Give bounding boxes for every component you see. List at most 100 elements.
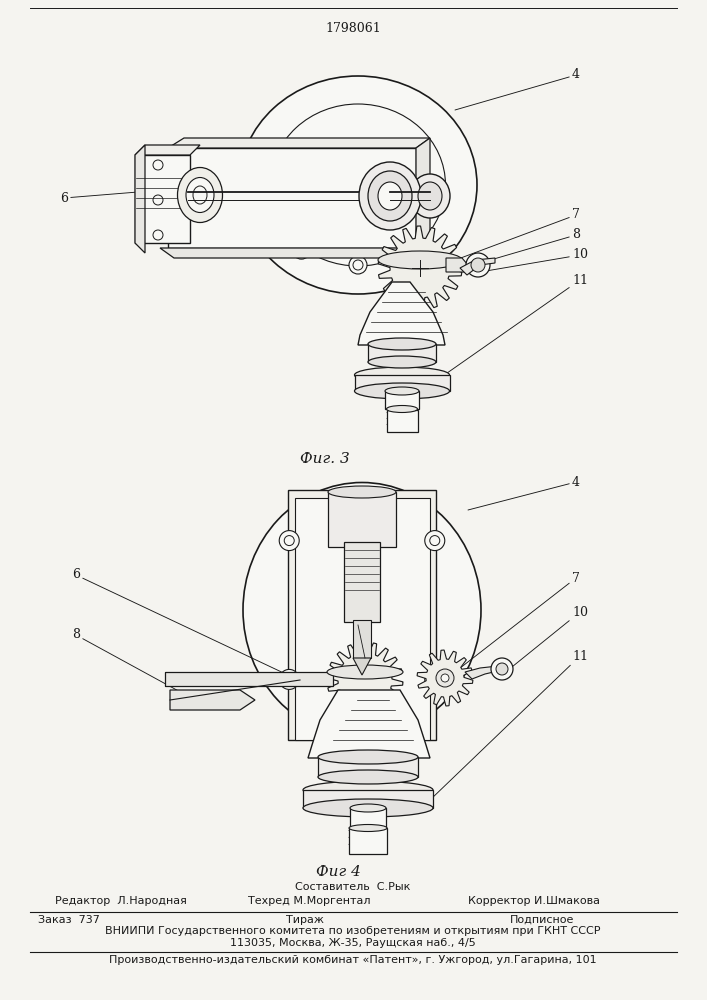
Text: Производственно-издательский комбинат «Патент», г. Ужгород, ул.Гагарина, 101: Производственно-издательский комбинат «П… [109, 955, 597, 965]
Text: Подписное: Подписное [510, 915, 574, 925]
Text: 7: 7 [450, 209, 580, 262]
Bar [355, 375, 450, 391]
Ellipse shape [387, 406, 418, 412]
Bar [295, 498, 430, 740]
Circle shape [284, 536, 294, 546]
Text: 6: 6 [60, 192, 138, 205]
Polygon shape [358, 282, 445, 345]
Circle shape [293, 241, 310, 259]
Ellipse shape [303, 781, 433, 799]
Circle shape [296, 245, 306, 255]
Text: 10: 10 [502, 605, 588, 675]
Ellipse shape [354, 383, 450, 399]
Text: 6: 6 [72, 568, 290, 676]
Ellipse shape [410, 174, 450, 218]
Ellipse shape [327, 665, 403, 679]
Bar [368, 344, 436, 362]
Bar [349, 828, 387, 854]
Bar [303, 790, 433, 808]
Text: Фиг. 3: Фиг. 3 [300, 452, 350, 466]
Ellipse shape [177, 167, 223, 223]
Bar [350, 808, 386, 828]
Polygon shape [327, 642, 403, 718]
Ellipse shape [368, 171, 412, 221]
Polygon shape [417, 650, 473, 706]
Text: 8: 8 [463, 229, 580, 268]
Bar [385, 391, 419, 409]
Ellipse shape [186, 178, 214, 213]
Text: 11: 11 [430, 650, 588, 800]
Bar [353, 620, 371, 658]
Ellipse shape [193, 186, 207, 204]
Ellipse shape [328, 486, 396, 498]
Text: Тираж: Тираж [286, 915, 324, 925]
Circle shape [406, 241, 423, 259]
Ellipse shape [378, 251, 462, 269]
Text: Техред М.Моргентал: Техред М.Моргентал [248, 896, 370, 906]
Circle shape [279, 669, 299, 689]
Ellipse shape [271, 104, 445, 266]
Bar [318, 757, 418, 777]
Ellipse shape [359, 162, 421, 230]
Circle shape [284, 674, 294, 684]
Text: 11: 11 [440, 273, 588, 378]
Text: Составитель  С.Рык: Составитель С.Рык [296, 882, 411, 892]
Text: Корректор И.Шмакова: Корректор И.Шмакова [468, 896, 600, 906]
Text: Фиг 4: Фиг 4 [315, 865, 361, 879]
Circle shape [496, 663, 508, 675]
Bar [344, 542, 380, 622]
Polygon shape [135, 145, 145, 253]
Bar [387, 410, 418, 432]
Text: 8: 8 [72, 629, 195, 700]
Polygon shape [160, 248, 434, 258]
Text: 4: 4 [455, 68, 580, 110]
Polygon shape [378, 226, 462, 310]
Circle shape [409, 245, 419, 255]
Ellipse shape [350, 804, 386, 812]
Polygon shape [170, 690, 255, 710]
Ellipse shape [303, 799, 433, 817]
Circle shape [153, 160, 163, 170]
Ellipse shape [378, 182, 402, 210]
Circle shape [279, 531, 299, 551]
Circle shape [430, 536, 440, 546]
Polygon shape [308, 690, 430, 758]
Ellipse shape [243, 483, 481, 738]
Circle shape [491, 658, 513, 680]
Polygon shape [460, 258, 495, 275]
Ellipse shape [318, 750, 418, 764]
Ellipse shape [385, 387, 419, 395]
Circle shape [425, 669, 445, 689]
Bar [328, 492, 396, 547]
FancyBboxPatch shape [168, 148, 416, 248]
Text: 1798061: 1798061 [325, 22, 381, 35]
Ellipse shape [418, 182, 442, 210]
Circle shape [153, 195, 163, 205]
Polygon shape [416, 138, 430, 248]
Circle shape [153, 230, 163, 240]
Ellipse shape [368, 356, 436, 368]
Ellipse shape [239, 76, 477, 294]
Text: 113035, Москва, Ж-35, Раущская наб., 4/5: 113035, Москва, Ж-35, Раущская наб., 4/5 [230, 938, 476, 948]
Bar [135, 155, 190, 243]
Circle shape [471, 258, 485, 272]
Circle shape [425, 531, 445, 551]
Ellipse shape [318, 770, 418, 784]
Polygon shape [446, 258, 468, 272]
Polygon shape [353, 658, 371, 675]
Bar [165, 672, 333, 686]
Text: Заказ  737: Заказ 737 [38, 915, 100, 925]
Bar [288, 490, 436, 740]
Circle shape [436, 669, 454, 687]
Circle shape [430, 674, 440, 684]
Circle shape [349, 256, 367, 274]
Text: 4: 4 [468, 476, 580, 510]
Polygon shape [135, 145, 200, 155]
Text: 10: 10 [480, 248, 588, 272]
Text: ВНИИПИ Государственного комитета по изобретениям и открытиям при ГКНТ СССР: ВНИИПИ Государственного комитета по изоб… [105, 926, 601, 936]
Circle shape [466, 253, 490, 277]
Polygon shape [168, 138, 430, 148]
Text: Редактор  Л.Народная: Редактор Л.Народная [55, 896, 187, 906]
Circle shape [353, 260, 363, 270]
Circle shape [441, 674, 449, 682]
